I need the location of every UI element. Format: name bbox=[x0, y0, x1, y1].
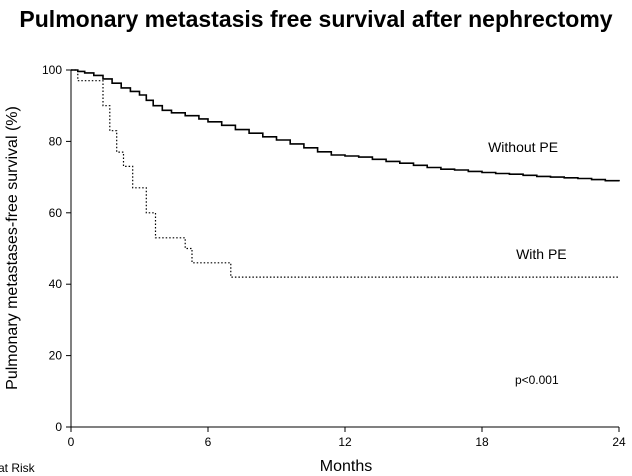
y-tick-label: 60 bbox=[49, 206, 63, 220]
y-ticks: 0 20 40 60 80 100 bbox=[42, 63, 71, 434]
annotation-label: Without PE bbox=[488, 139, 558, 155]
y-tick-label: 100 bbox=[42, 63, 62, 77]
y-tick-label: 20 bbox=[49, 349, 63, 363]
annotations: Without PE With PE p<0.001 bbox=[488, 139, 567, 387]
x-tick-label: 24 bbox=[612, 435, 626, 449]
y-tick-label: 0 bbox=[55, 420, 62, 434]
y-axis-label: Pulmonary metastases-free survival (%) bbox=[4, 106, 21, 390]
annotation-label: p<0.001 bbox=[515, 373, 559, 387]
y-tick-label: 40 bbox=[49, 277, 63, 291]
x-tick-label: 18 bbox=[475, 435, 489, 449]
chart-title: Pulmonary metastasis free survival after… bbox=[19, 6, 612, 32]
series-line-without-pe bbox=[71, 69, 620, 182]
series-group bbox=[71, 69, 620, 278]
x-axis-label: Months bbox=[320, 458, 372, 475]
x-tick-label: 12 bbox=[338, 435, 352, 449]
at-risk-label: at Risk bbox=[0, 461, 36, 475]
y-tick-label: 80 bbox=[49, 134, 63, 148]
series-line-with-pe bbox=[71, 69, 619, 278]
x-tick-label: 6 bbox=[205, 435, 212, 449]
x-ticks: 0 6 12 18 24 bbox=[68, 427, 626, 449]
annotation-label: With PE bbox=[516, 246, 567, 262]
x-tick-label: 0 bbox=[68, 435, 75, 449]
